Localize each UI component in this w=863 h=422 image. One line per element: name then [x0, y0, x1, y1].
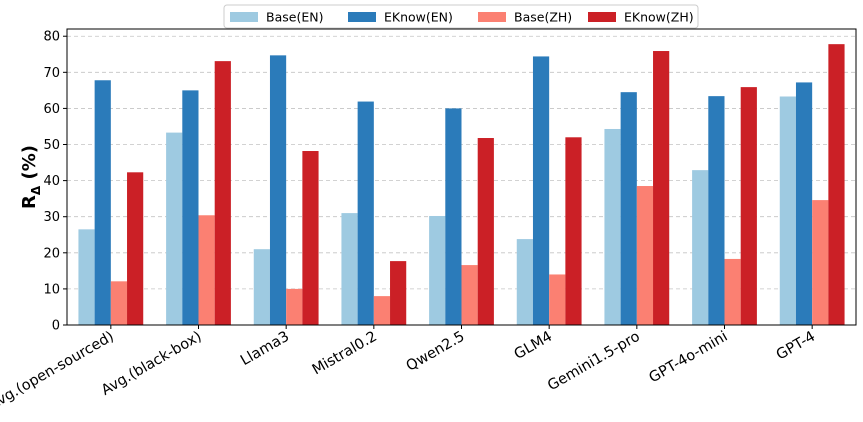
x-tick-label: GPT-4o-mini: [647, 329, 731, 387]
y-tick-label: 70: [43, 66, 60, 81]
x-tick-label: Gemini1.5-pro: [545, 329, 643, 395]
y-tick-label: 50: [43, 138, 60, 153]
legend-label-base-en: Base(EN): [266, 10, 323, 25]
bar-base-zh: [636, 186, 654, 325]
y-label-suffix: (%): [19, 145, 40, 186]
y-tick-label: 10: [43, 282, 60, 297]
bar-eknow-en: [445, 108, 462, 325]
bar-base-en: [253, 249, 270, 325]
legend-swatch-eknow-en: [348, 12, 376, 22]
bar-eknow-zh: [653, 51, 670, 326]
y-axis: 0 10 20 30 40 50 60 70 80: [43, 30, 67, 334]
y-tick-label: 60: [43, 102, 60, 117]
bar-eknow-en: [182, 90, 199, 326]
x-axis: Avg.(open-sourced)Avg.(black-box) Llama3 M…: [0, 325, 818, 413]
bar-eknow-zh: [828, 44, 845, 325]
bar-base-zh: [373, 296, 391, 325]
bars: [78, 44, 845, 326]
legend-label-eknow-zh: EKnow(ZH): [624, 10, 694, 25]
y-axis-label: RΔ (%): [19, 145, 43, 209]
bar-base-zh: [110, 281, 128, 325]
legend: Base(EN) EKnow(EN) Base(ZH) EKnow(ZH): [223, 4, 699, 29]
bar-eknow-en: [708, 96, 725, 325]
bar-eknow-zh: [565, 137, 582, 325]
x-tick-label: Llama3: [238, 329, 292, 369]
bar-base-zh: [198, 215, 215, 325]
bar-base-zh: [549, 274, 566, 325]
bar-eknow-en: [94, 80, 111, 325]
bar-base-zh: [461, 265, 478, 325]
bar-base-en: [78, 229, 95, 325]
y-tick-label: 0: [52, 319, 60, 334]
legend-label-eknow-en: EKnow(EN): [384, 10, 453, 25]
y-tick-label: 20: [43, 246, 60, 261]
bar-base-zh: [286, 288, 303, 325]
bar-base-en: [604, 128, 621, 325]
bar-base-en: [779, 96, 796, 325]
bar-eknow-zh: [477, 138, 494, 325]
x-tick-label: GLM4: [512, 329, 556, 363]
bar-base-en: [166, 132, 183, 325]
bar-eknow-zh: [390, 261, 407, 325]
bar-eknow-zh: [302, 151, 319, 325]
bar-eknow-en: [269, 55, 287, 325]
y-tick-label: 80: [43, 30, 60, 45]
y-label-main: R: [19, 195, 40, 209]
bar-base-en: [692, 170, 709, 325]
bar-eknow-en: [795, 82, 813, 325]
legend-label-base-zh: Base(ZH): [514, 10, 572, 25]
bar-eknow-zh: [740, 87, 757, 326]
y-tick-label: 30: [43, 210, 60, 225]
bar-base-en: [429, 215, 446, 325]
y-tick-label: 40: [43, 174, 60, 189]
x-tick-label: Mistral0.2: [310, 329, 380, 379]
bar-eknow-zh: [127, 172, 144, 325]
legend-swatch-eknow-zh: [588, 12, 616, 22]
x-tick-label: GPT-4: [774, 329, 818, 364]
bar-eknow-en: [532, 56, 550, 326]
bar-base-en: [341, 213, 358, 325]
x-tick-label: Qwen2.5: [404, 329, 468, 375]
bar-eknow-en: [620, 92, 637, 325]
x-tick-label: Avg.(open-sourced): [0, 329, 117, 414]
bar-base-en: [516, 239, 533, 325]
y-label-subscript: Δ: [29, 185, 43, 195]
bar-eknow-en: [357, 101, 374, 326]
bar-base-zh: [812, 200, 829, 325]
bar-eknow-zh: [214, 61, 231, 325]
legend-swatch-base-en: [230, 12, 258, 22]
legend-swatch-base-zh: [478, 12, 506, 22]
bar-base-zh: [724, 258, 741, 325]
legend-box: [223, 4, 699, 29]
